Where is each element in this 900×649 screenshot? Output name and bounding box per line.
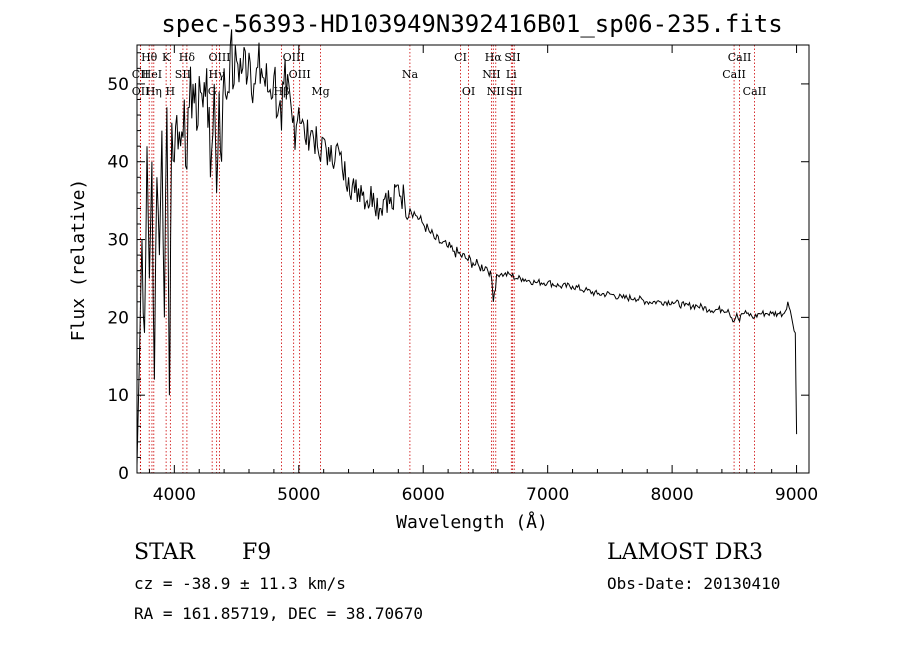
line-label-8: CaII bbox=[728, 51, 752, 64]
y-tick-label-10: 10 bbox=[107, 386, 129, 406]
line-label-21: G bbox=[208, 85, 217, 98]
y-tick-label-50: 50 bbox=[107, 75, 129, 95]
line-label-19: Hη bbox=[146, 85, 162, 98]
coordinates: RA = 161.85719, DEC = 38.70670 bbox=[134, 604, 423, 623]
x-tick-label-5000: 5000 bbox=[277, 485, 320, 505]
y-axis-label: Flux (relative) bbox=[68, 179, 89, 342]
chart-title: spec-56393-HD103949N392416B01_sp06-235.f… bbox=[161, 10, 782, 38]
line-label-26: SII bbox=[506, 85, 522, 98]
line-label-13: OIII bbox=[289, 68, 311, 81]
line-label-23: Mg bbox=[311, 85, 329, 98]
line-label-18: OII bbox=[132, 85, 150, 98]
line-label-6: Hα bbox=[485, 51, 503, 64]
y-tick-label-0: 0 bbox=[118, 464, 129, 484]
line-label-10: HeI bbox=[142, 68, 162, 81]
plot-frame bbox=[136, 44, 810, 474]
spectrum-chart: spec-56393-HD103949N392416B01_sp06-235.f… bbox=[68, 10, 818, 533]
line-label-25: NII bbox=[487, 85, 505, 98]
obs-date: Obs-Date: 20130410 bbox=[607, 574, 781, 593]
redshift-cz: cz = -38.9 ± 11.3 km/s bbox=[134, 574, 346, 593]
object-class: STAR bbox=[134, 540, 195, 565]
line-label-3: OIII bbox=[208, 51, 230, 64]
line-label-12: Hγ bbox=[209, 68, 226, 81]
line-label-16: Li bbox=[506, 68, 517, 81]
line-label-4: OIII bbox=[283, 51, 305, 64]
line-markers bbox=[139, 45, 755, 473]
x-tick-label-6000: 6000 bbox=[402, 485, 445, 505]
object-subclass: F9 bbox=[242, 540, 272, 565]
spectrum-line bbox=[136, 29, 798, 466]
line-label-0: Hθ bbox=[141, 51, 158, 64]
x-tick-label-4000: 4000 bbox=[153, 485, 196, 505]
y-tick-label-40: 40 bbox=[107, 153, 129, 173]
line-label-24: OI bbox=[462, 85, 475, 98]
line-label-1: K bbox=[162, 51, 171, 64]
line-label-15: NII bbox=[482, 68, 500, 81]
x-tick-label-9000: 9000 bbox=[775, 485, 818, 505]
survey-name: LAMOST DR3 bbox=[607, 540, 763, 565]
line-label-11: SII bbox=[175, 68, 191, 81]
line-label-14: Na bbox=[402, 68, 419, 81]
line-label-27: CaII bbox=[743, 85, 767, 98]
y-tick-label-20: 20 bbox=[107, 308, 129, 328]
line-label-9: CII bbox=[132, 68, 149, 81]
line-label-2: Hδ bbox=[179, 51, 196, 64]
line-label-7: SII bbox=[504, 51, 520, 64]
x-axis-label: Wavelength (Å) bbox=[396, 511, 548, 533]
y-axis-ticks: 0 10 20 30 40 50 bbox=[107, 52, 809, 484]
line-label-17: CaII bbox=[722, 68, 746, 81]
x-axis-ticks: 4000 5000 6000 7000 8000 9000 bbox=[148, 45, 818, 505]
line-label-20: H bbox=[166, 85, 176, 98]
x-tick-label-7000: 7000 bbox=[526, 485, 569, 505]
x-tick-label-8000: 8000 bbox=[650, 485, 693, 505]
line-label-5: CI bbox=[454, 51, 467, 64]
y-tick-label-30: 30 bbox=[107, 231, 129, 251]
